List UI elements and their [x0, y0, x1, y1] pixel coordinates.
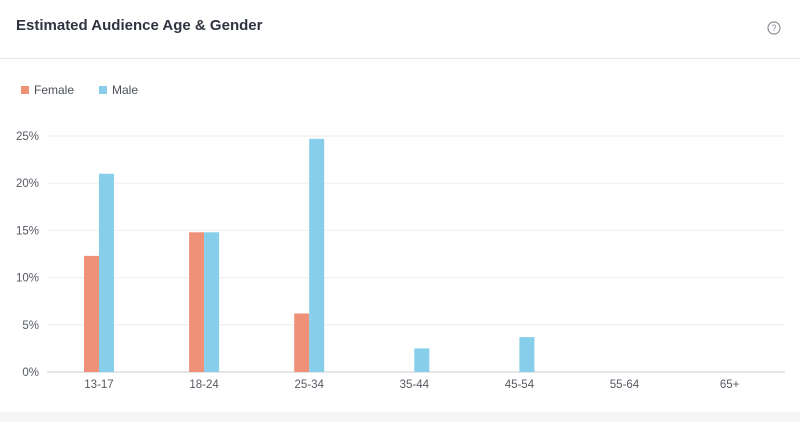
bar-male-18-24[interactable] — [204, 232, 220, 372]
bar-male-13-17[interactable] — [99, 173, 114, 372]
x-tick-label: 18-24 — [189, 379, 219, 391]
y-tick-label: 10% — [16, 273, 39, 285]
legend-item-male[interactable]: Male — [99, 83, 138, 97]
bar-male-25-34[interactable] — [309, 138, 325, 372]
question-circle-icon[interactable]: ? — [767, 21, 781, 35]
x-tick-label: 25-34 — [294, 379, 324, 391]
legend-label-female: Female — [34, 83, 75, 97]
legend-swatch-female — [21, 86, 29, 94]
bar-female-18-24[interactable] — [189, 232, 205, 372]
y-tick-label: 0% — [22, 367, 39, 379]
y-tick-label: 25% — [16, 131, 39, 143]
legend-item-female[interactable]: Female — [21, 83, 74, 97]
x-tick-label: 45-54 — [505, 379, 535, 391]
legend-label-male: Male — [112, 83, 139, 97]
x-tick-label: 55-64 — [610, 379, 640, 391]
x-tick-label: 65+ — [720, 379, 740, 391]
bar-male-45-54[interactable] — [519, 337, 535, 372]
x-tick-label: 13-17 — [84, 379, 113, 391]
bar-female-25-34[interactable] — [294, 313, 310, 372]
y-tick-label: 5% — [22, 320, 39, 332]
y-tick-label: 20% — [16, 178, 39, 190]
bar-male-35-44[interactable] — [414, 348, 430, 372]
x-tick-label: 35-44 — [400, 379, 430, 391]
bar-female-13-17[interactable] — [84, 255, 99, 372]
bar-chart: 0% 5% 10% 15% 20% 25% 13-17 18-24 25-34 35-44 45-5… — [16, 131, 785, 391]
card-header: Estimated Audience Age & Gender ? — [0, 0, 800, 59]
y-tick-label: 15% — [16, 225, 39, 237]
chart-card: Estimated Audience Age & Gender ? Female… — [0, 0, 800, 412]
card-title: Estimated Audience Age & Gender — [16, 17, 263, 34]
svg-text:?: ? — [771, 23, 776, 33]
legend-swatch-male — [99, 86, 107, 94]
